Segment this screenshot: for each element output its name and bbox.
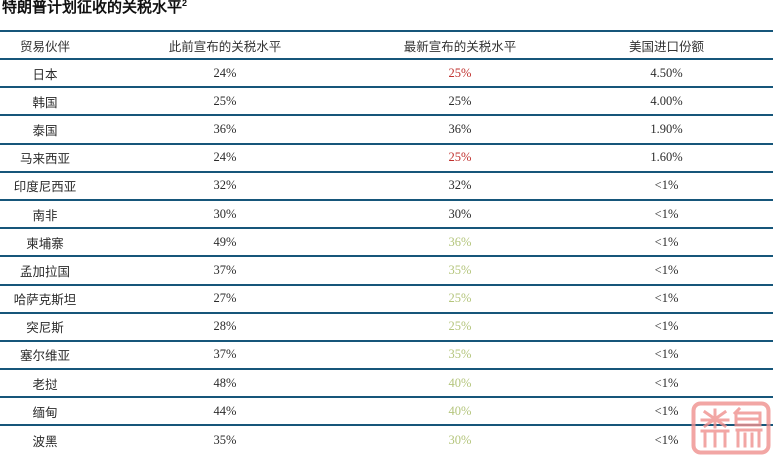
table-row: 哈萨克斯坦 27% 25% <1% [0, 286, 773, 314]
table-row: 孟加拉国 37% 35% <1% [0, 257, 773, 286]
previous-tariff-cell: 24% [213, 65, 237, 80]
import-share-cell: 1.60% [650, 150, 683, 165]
import-share-cell: <1% [654, 234, 679, 249]
previous-tariff-cell: 37% [213, 347, 237, 362]
previous-tariff-cell: 44% [213, 403, 237, 418]
table-body: 日本 24% 25% 4.50% 韩国 25% 25% 4.00% 泰国 36% 36% 1.90% 马… [0, 60, 773, 455]
import-share-cell: 4.00% [650, 93, 683, 108]
previous-tariff-cell: 30% [213, 206, 237, 221]
table-header-row: 贸易伙伴 此前宣布的关税水平 最新宣布的关税水平 美国进口份额 [0, 30, 773, 60]
latest-tariff-cell: 32% [448, 178, 472, 193]
latest-tariff-cell: 36% [448, 234, 472, 249]
previous-tariff-cell: 49% [213, 234, 237, 249]
trade-partner-cell: 柬埔寨 [26, 236, 64, 251]
table-row: 日本 24% 25% 4.50% [0, 60, 773, 89]
import-share-cell: <1% [654, 347, 679, 362]
trade-partner-cell: 孟加拉国 [19, 264, 70, 279]
table-row: 塞尔维亚 37% 35% <1% [0, 342, 773, 371]
latest-tariff-cell: 25% [448, 65, 472, 80]
previous-tariff-cell: 25% [213, 93, 237, 108]
page-title: 特朗普计划征收的关税水平2 [2, 0, 187, 20]
table-row: 马来西亚 24% 25% 1.60% [0, 145, 773, 173]
import-share-cell: <1% [654, 206, 679, 221]
trade-partner-cell: 南非 [32, 208, 58, 223]
table-row: 老挝 48% 40% <1% [0, 370, 773, 399]
previous-tariff-cell: 24% [213, 150, 237, 165]
table-row: 南非 30% 30% <1% [0, 201, 773, 230]
trade-partner-cell: 老挝 [32, 377, 58, 392]
table-row: 韩国 25% 25% 4.00% [0, 88, 773, 117]
trade-partner-cell: 泰国 [32, 123, 58, 138]
column-header-latest-tariff: 最新宣布的关税水平 [403, 39, 517, 54]
latest-tariff-cell: 40% [448, 403, 472, 418]
import-share-cell: <1% [654, 319, 679, 334]
column-header-import-share: 美国进口份额 [628, 39, 704, 54]
latest-tariff-cell: 25% [448, 291, 472, 306]
import-share-cell: <1% [654, 178, 679, 193]
trade-partner-cell: 马来西亚 [19, 152, 70, 167]
trade-partner-cell: 哈萨克斯坦 [13, 293, 77, 308]
table-row: 柬埔寨 49% 36% <1% [0, 229, 773, 258]
previous-tariff-cell: 27% [213, 291, 237, 306]
import-share-cell: <1% [654, 262, 679, 277]
import-share-cell: 4.50% [650, 65, 683, 80]
watermark-stamp [691, 401, 771, 455]
import-share-cell: 1.90% [650, 121, 683, 136]
column-header-previous-tariff: 此前宣布的关税水平 [168, 39, 282, 54]
latest-tariff-cell: 25% [448, 150, 472, 165]
table-row: 印度尼西亚 32% 32% <1% [0, 173, 773, 201]
latest-tariff-cell: 25% [448, 319, 472, 334]
page-title-text: 特朗普计划征收的关税水平 [2, 0, 183, 16]
latest-tariff-cell: 30% [448, 433, 472, 448]
column-header-trade-partner: 贸易伙伴 [19, 39, 70, 54]
trade-partner-cell: 缅甸 [32, 405, 58, 420]
previous-tariff-cell: 35% [213, 433, 237, 448]
latest-tariff-cell: 35% [448, 347, 472, 362]
import-share-cell: <1% [654, 291, 679, 306]
previous-tariff-cell: 36% [213, 121, 237, 136]
latest-tariff-cell: 30% [448, 206, 472, 221]
latest-tariff-cell: 36% [448, 121, 472, 136]
trade-partner-cell: 波黑 [32, 435, 58, 450]
trade-partner-cell: 塞尔维亚 [19, 349, 70, 364]
footnote-marker: 2 [182, 0, 188, 8]
tariff-table: 贸易伙伴 此前宣布的关税水平 最新宣布的关税水平 美国进口份额 日本 24% 25%… [0, 30, 773, 455]
previous-tariff-cell: 37% [213, 262, 237, 277]
seal-stamp-icon [691, 401, 771, 455]
trade-partner-cell: 突尼斯 [26, 321, 64, 336]
trade-partner-cell: 韩国 [32, 95, 58, 110]
table-row: 泰国 36% 36% 1.90% [0, 116, 773, 145]
import-share-cell: <1% [654, 403, 679, 418]
import-share-cell: <1% [654, 433, 679, 448]
table-row: 波黑 35% 30% <1% [0, 426, 773, 454]
latest-tariff-cell: 40% [448, 375, 472, 390]
import-share-cell: <1% [654, 375, 679, 390]
trade-partner-cell: 印度尼西亚 [13, 180, 77, 195]
previous-tariff-cell: 48% [213, 375, 237, 390]
table-row: 突尼斯 28% 25% <1% [0, 314, 773, 342]
trade-partner-cell: 日本 [32, 67, 58, 82]
latest-tariff-cell: 35% [448, 262, 472, 277]
previous-tariff-cell: 28% [213, 319, 237, 334]
latest-tariff-cell: 25% [448, 93, 472, 108]
table-row: 缅甸 44% 40% <1% [0, 398, 773, 427]
previous-tariff-cell: 32% [213, 178, 237, 193]
